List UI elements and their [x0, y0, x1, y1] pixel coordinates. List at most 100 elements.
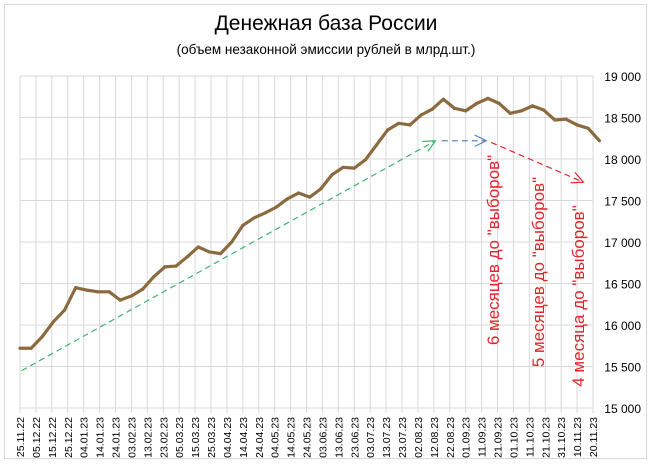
- data-point: [241, 223, 245, 227]
- data-point: [475, 101, 479, 105]
- x-tick-label: 23.06.23: [349, 417, 361, 458]
- y-tick-label: 15 000: [604, 402, 641, 416]
- x-tick-label: 31.10.23: [556, 417, 568, 458]
- y-tick-label: 18 500: [604, 112, 641, 126]
- data-point: [430, 107, 434, 111]
- data-point: [408, 123, 412, 127]
- x-tick-label: 25.12.22: [63, 417, 75, 458]
- data-point: [575, 123, 579, 127]
- x-tick-label: 25.11.22: [15, 417, 27, 457]
- data-point: [107, 290, 111, 294]
- data-point: [553, 118, 557, 122]
- x-tick-label: 04.04.23: [222, 417, 234, 458]
- x-tick-label: 05.03.23: [174, 417, 186, 458]
- data-point: [163, 265, 167, 269]
- x-tick-label: 03.07.23: [365, 417, 377, 458]
- data-point: [296, 191, 301, 195]
- plateau-trend-arrowhead-icon: [474, 134, 488, 147]
- data-point: [140, 287, 145, 291]
- y-tick-label: 18 000: [604, 153, 641, 167]
- chart-frame: [4, 4, 647, 459]
- data-point: [419, 113, 423, 117]
- data-point: [486, 96, 490, 101]
- data-point: [464, 109, 468, 113]
- x-tick-label: 04.01.23: [79, 417, 91, 458]
- x-tick-label: 13.06.23: [333, 417, 345, 458]
- x-tick-label: 24.01.23: [111, 417, 123, 458]
- data-point: [397, 121, 401, 125]
- data-point: [85, 288, 89, 292]
- data-point: [74, 286, 78, 290]
- growth-trend-arrow: [21, 140, 436, 372]
- data-point: [29, 346, 33, 350]
- x-tick-label: 15.03.23: [190, 417, 202, 458]
- decline-trend-arrow: [490, 141, 584, 183]
- data-point: [252, 216, 256, 220]
- data-point: [62, 308, 67, 312]
- x-tick-label: 24.05.23: [302, 417, 314, 458]
- y-tick-label: 16 500: [604, 278, 641, 292]
- growth-trend-arrowhead-icon: [422, 140, 437, 152]
- data-point: [330, 173, 334, 177]
- data-point: [441, 97, 445, 101]
- x-tick-label: 25.03.23: [206, 417, 218, 458]
- data-point: [218, 252, 223, 256]
- data-point: [586, 126, 590, 130]
- x-tick-label: 14.01.23: [95, 417, 107, 458]
- data-point: [352, 166, 356, 170]
- data-point: [285, 197, 289, 201]
- data-point: [152, 275, 156, 279]
- data-point: [174, 264, 178, 268]
- chart-title: Денежная база России: [214, 12, 438, 35]
- data-point: [341, 165, 345, 169]
- y-tick-label: 17 500: [604, 195, 641, 209]
- x-tick-label: 12.08.23: [429, 417, 441, 458]
- x-tick-label: 02.08.23: [413, 417, 425, 458]
- x-tick-label: 04.05.23: [270, 417, 282, 458]
- decline-trend-arrowhead-icon: [570, 172, 585, 184]
- data-point: [207, 250, 212, 254]
- x-tick-label: 03.06.23: [317, 417, 329, 458]
- x-tick-label: 21.10.23: [540, 417, 552, 458]
- data-point: [40, 335, 44, 339]
- data-point: [497, 101, 501, 105]
- data-point: [263, 211, 267, 215]
- data-point: [230, 240, 234, 244]
- x-tick-label: 11.09.23: [477, 417, 489, 457]
- x-tick-label: 01.09.23: [461, 417, 473, 458]
- x-tick-label: 15.12.22: [47, 417, 59, 458]
- data-point: [319, 187, 323, 191]
- data-point: [196, 245, 200, 249]
- data-point: [185, 255, 189, 259]
- x-tick-label: 22.08.23: [445, 417, 457, 458]
- data-point: [530, 104, 535, 108]
- x-tick-label: 11.10.23: [524, 417, 536, 457]
- y-tick-label: 19 000: [604, 70, 641, 84]
- data-point: [274, 205, 278, 209]
- data-point: [374, 143, 379, 147]
- data-point: [519, 109, 523, 113]
- y-tick-label: 16 000: [604, 319, 641, 333]
- data-point: [597, 139, 601, 143]
- x-tick-label: 23.02.23: [158, 417, 170, 458]
- annotation-text: 5 месяцев до "выборов": [529, 177, 548, 367]
- y-tick-label: 15 500: [604, 361, 641, 375]
- data-point: [452, 106, 457, 110]
- x-tick-label: 23.07.23: [397, 417, 409, 458]
- data-point: [129, 294, 134, 298]
- x-tick-label: 10.11.23: [572, 417, 584, 457]
- data-point: [18, 346, 22, 350]
- data-point: [386, 128, 390, 132]
- x-tick-label: 24.04.23: [254, 417, 266, 458]
- annotation-text: 6 месяцев до "выборов": [484, 155, 503, 345]
- x-tick-label: 14.05.23: [286, 417, 298, 458]
- y-tick-label: 17 000: [604, 236, 641, 250]
- x-tick-label: 21.09.23: [493, 417, 505, 458]
- data-point: [308, 195, 312, 199]
- x-tick-label: 13.02.23: [142, 417, 154, 458]
- x-tick-label: 03.02.23: [126, 417, 138, 458]
- data-point: [118, 298, 122, 302]
- x-tick-label: 13.07.23: [381, 417, 393, 458]
- x-tick-label: 14.04.23: [238, 417, 250, 458]
